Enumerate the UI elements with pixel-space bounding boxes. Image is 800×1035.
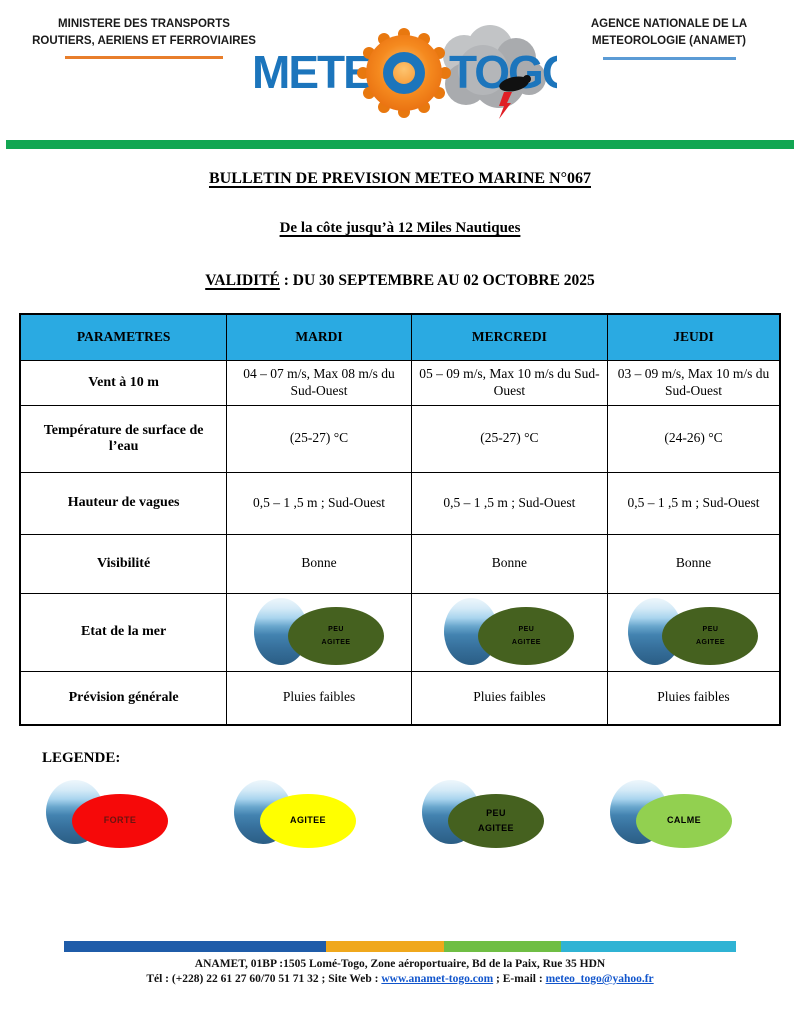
table-cell: (24-26) °C: [606, 404, 781, 473]
badge-line: FORTE: [103, 815, 137, 826]
table-cell: 0,5 – 1 ,5 m ; Sud-Ouest: [410, 471, 608, 535]
table-cell: 0,5 – 1 ,5 m ; Sud-Ouest: [606, 471, 781, 535]
table-row: Vent à 10 m 04 – 07 m/s, Max 08 m/s du S…: [19, 359, 781, 406]
table-cell: (25-27) °C: [410, 404, 608, 473]
row-label-vent: Vent à 10 m: [19, 359, 228, 406]
validity-title: VALIDITÉ : DU 30 SEPTEMBRE AU 02 OCTOBRE…: [0, 272, 800, 290]
lightning-icon: [499, 92, 512, 119]
table-row: Prévision générale Pluies faibles Pluies…: [19, 670, 781, 726]
subtitle: De la côte jusqu’à 12 Miles Nautiques: [279, 220, 521, 236]
ministry-line1: MINISTERE DES TRANSPORTS: [58, 18, 230, 30]
sun-gear-icon: [357, 28, 451, 118]
badge-line: PEU: [328, 625, 344, 633]
badge-line: PEU: [702, 625, 719, 633]
sea-state-badge: PEU AGITEE: [478, 607, 575, 665]
column-header-parametres: PARAMETRES: [19, 313, 228, 361]
table-cell: Bonne: [410, 533, 608, 594]
footer-contact-mid: ; E-mail :: [493, 972, 546, 985]
sea-state-graphic: PEU AGITEE: [618, 597, 768, 667]
table-cell: Pluies faibles: [410, 670, 608, 726]
sea-state-badge: PEU AGITEE: [662, 607, 759, 665]
badge-line: AGITEE: [290, 815, 326, 826]
row-label-etat-mer: Etat de la mer: [19, 592, 228, 672]
legend-badge-calme: CALME: [636, 794, 732, 848]
legend-item-forte: FORTE: [46, 777, 196, 859]
column-header-mardi: MARDI: [226, 313, 412, 361]
sun-letter-o: [383, 52, 425, 94]
badge-line: PEU: [486, 807, 506, 818]
legend: LEGENDE: FORTE AGITEE PEU: [42, 750, 758, 859]
footer-contact: Tél : (+228) 22 61 27 60/70 51 71 32 ; S…: [0, 972, 800, 987]
legend-badge-forte: FORTE: [72, 794, 168, 848]
footer: ANAMET, 01BP :1505 Lomé-Togo, Zone aérop…: [0, 941, 800, 987]
table-cell: Bonne: [226, 533, 412, 594]
sea-state-graphic: PEU AGITEE: [434, 597, 584, 667]
badge-line: PEU: [518, 625, 535, 633]
legend-badge-agitee: AGITEE: [260, 794, 356, 848]
agency-title: AGENCE NATIONALE DE LA METEOROLOGIE (ANA…: [585, 16, 753, 60]
logo-text-left: METE: [252, 46, 372, 98]
badge-line: CALME: [667, 815, 701, 826]
page-title: BULLETIN DE PREVISION METEO MARINE N°067: [208, 170, 591, 187]
table-cell: PEU AGITEE: [410, 592, 608, 672]
orange-rule: [65, 55, 223, 59]
legend-badge-peu-agitee: PEU AGITEE: [448, 794, 544, 848]
table-row: Température de surface de l’eau (25-27) …: [19, 404, 781, 473]
validity-dates: : DU 30 SEPTEMBRE AU 02 OCTOBRE 2025: [279, 272, 595, 289]
table-cell: 03 – 09 m/s, Max 10 m/s du Sud-Ouest: [606, 359, 781, 406]
header: MINISTERE DES TRANSPORTS ROUTIERS, AERIE…: [0, 0, 800, 140]
agency-line2: METEOROLOGIE (ANAMET): [592, 35, 746, 48]
green-divider: [6, 140, 794, 149]
website-link[interactable]: www.anamet-togo.com: [381, 972, 494, 985]
table-cell: (25-27) °C: [226, 404, 412, 473]
blue-rule: [602, 56, 736, 60]
legend-item-peu-agitee: PEU AGITEE: [422, 777, 572, 859]
legend-items: FORTE AGITEE PEU AGITEE: [46, 777, 760, 859]
table-cell: PEU AGITEE: [606, 592, 781, 672]
table-cell: 05 – 09 m/s, Max 10 m/s du Sud-Ouest: [410, 359, 608, 406]
validity-label: VALIDITÉ: [205, 272, 280, 289]
table-cell: Pluies faibles: [606, 670, 781, 726]
sea-state-graphic: PEU AGITEE: [244, 597, 394, 667]
table-cell: PEU AGITEE: [226, 592, 412, 672]
legend-item-agitee: AGITEE: [234, 777, 384, 859]
table-row: Etat de la mer PEU AGITEE PEU AGITEE: [19, 592, 781, 672]
legend-title: LEGENDE:: [42, 750, 121, 766]
footer-address: ANAMET, 01BP :1505 Lomé-Togo, Zone aérop…: [194, 958, 606, 970]
footer-contact-prefix: Tél : (+228) 22 61 27 60/70 51 71 32 ; S…: [146, 972, 382, 985]
row-label-vagues: Hauteur de vagues: [19, 471, 228, 535]
table-cell: 0,5 – 1 ,5 m ; Sud-Ouest: [226, 471, 412, 535]
badge-line: AGITEE: [321, 639, 351, 646]
sea-state-badge: PEU AGITEE: [288, 607, 385, 665]
email-link[interactable]: meteo_togo@yahoo.fr: [545, 972, 654, 985]
badge-line: AGITEE: [695, 639, 726, 646]
footer-bar-segment-orange: [326, 941, 444, 952]
row-label-visibilite: Visibilité: [19, 533, 228, 594]
table-row: Visibilité Bonne Bonne Bonne: [19, 533, 781, 594]
meteo-togo-logo: METE TOGO: [252, 18, 578, 123]
table-cell: Pluies faibles: [226, 670, 412, 726]
table-cell: Bonne: [606, 533, 781, 594]
row-label-prevision: Prévision générale: [19, 670, 228, 726]
ministry-title: MINISTERE DES TRANSPORTS ROUTIERS, AERIE…: [30, 16, 258, 59]
badge-line: AGITEE: [511, 639, 541, 646]
footer-bar-segment-green: [443, 941, 562, 952]
logo-graphic: METE TOGO: [252, 25, 578, 119]
footer-bar-segment-blue: [64, 941, 327, 952]
bird-icon: [499, 75, 531, 92]
ministry-line2: ROUTIERS, AERIENS ET FERROVIAIRES: [32, 35, 256, 48]
footer-color-bar: [64, 941, 736, 952]
table-row: Hauteur de vagues 0,5 – 1 ,5 m ; Sud-Oue…: [19, 471, 781, 535]
column-header-jeudi: JEUDI: [606, 313, 781, 361]
column-header-mercredi: MERCREDI: [410, 313, 608, 361]
row-label-temperature: Température de surface de l’eau: [19, 404, 228, 473]
legend-item-calme: CALME: [610, 777, 760, 859]
badge-line: AGITEE: [478, 823, 514, 833]
table-header-row: PARAMETRES MARDI MERCREDI JEUDI: [19, 313, 781, 361]
forecast-table: PARAMETRES MARDI MERCREDI JEUDI Vent à 1…: [19, 313, 781, 726]
agency-line1: AGENCE NATIONALE DE LA: [590, 18, 748, 30]
table-cell: 04 – 07 m/s, Max 08 m/s du Sud-Ouest: [226, 359, 412, 406]
footer-bar-segment-cyan: [561, 941, 736, 952]
